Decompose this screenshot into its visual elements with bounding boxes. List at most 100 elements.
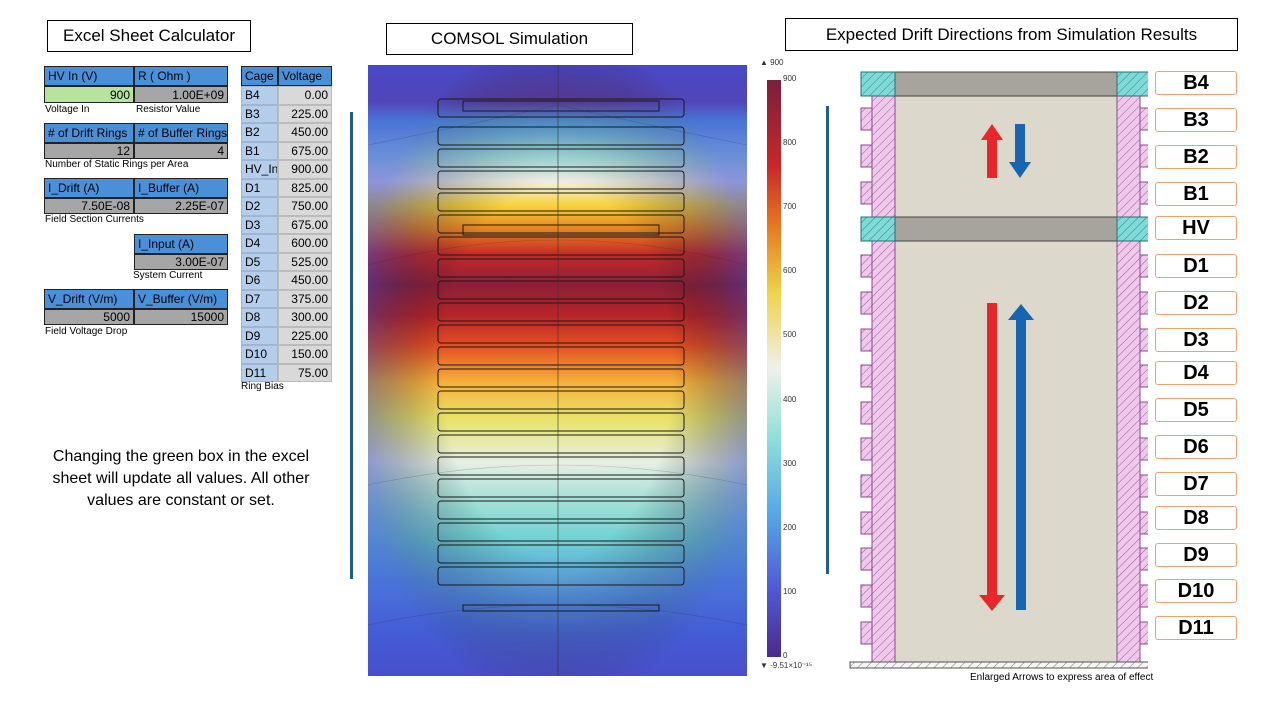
ring-label: D5 bbox=[1155, 398, 1237, 422]
cage-row-label: D10 bbox=[241, 345, 278, 364]
r-header: R ( Ohm ) bbox=[134, 66, 228, 86]
ring-label: B4 bbox=[1155, 71, 1237, 95]
drift-diagram bbox=[849, 71, 1148, 669]
i-buffer-header: I_Buffer (A) bbox=[134, 178, 228, 198]
buffer-rings-header: # of Buffer Rings bbox=[134, 123, 228, 143]
currents-caption: Field Section Currents bbox=[45, 214, 144, 225]
ring-label: B1 bbox=[1155, 182, 1237, 206]
cage-row-label: D3 bbox=[241, 215, 278, 234]
drift-arrow-down bbox=[979, 303, 1005, 611]
drift-caption: Enlarged Arrows to express area of effec… bbox=[970, 672, 1154, 683]
hv-in-input[interactable]: 900 bbox=[44, 86, 134, 103]
cage-row-voltage: 450.00 bbox=[278, 271, 332, 290]
cage-row-voltage: 450.00 bbox=[278, 123, 332, 142]
divider-left bbox=[350, 112, 353, 579]
i-buffer-value: 2.25E-07 bbox=[134, 198, 228, 214]
ring-bias-caption: Ring Bias bbox=[241, 381, 284, 392]
i-input-value: 3.00E-07 bbox=[134, 254, 228, 270]
voltage-in-caption: Voltage In bbox=[45, 104, 90, 115]
colorbar-tick-label: 200 bbox=[783, 522, 797, 532]
calculator-title: Excel Sheet Calculator bbox=[47, 20, 251, 52]
cage-row-label: D5 bbox=[241, 252, 278, 271]
cage-row-label: D8 bbox=[241, 308, 278, 327]
cage-row-label: D4 bbox=[241, 234, 278, 253]
colorbar-tick-label: 500 bbox=[783, 330, 797, 340]
drop-caption: Field Voltage Drop bbox=[45, 326, 128, 337]
drift-rings-value: 12 bbox=[44, 143, 134, 159]
cage-row-voltage: 825.00 bbox=[278, 178, 332, 197]
ring-label: D2 bbox=[1155, 291, 1237, 315]
buffer-rings-value: 4 bbox=[134, 143, 228, 159]
colorbar-tick-label: 800 bbox=[783, 138, 797, 148]
colorbar-min-label: ▼ -9.51×10⁻¹⁵ bbox=[760, 661, 813, 670]
instruction-note: Changing the green box in the excel shee… bbox=[52, 448, 310, 509]
cage-row-label: D11 bbox=[241, 363, 278, 382]
i-drift-value: 7.50E-08 bbox=[44, 198, 134, 214]
system-caption: System Current bbox=[133, 270, 203, 281]
cage-row-voltage: 0.00 bbox=[278, 86, 332, 105]
v-drift-header: V_Drift (V/m) bbox=[44, 289, 134, 309]
divider-right bbox=[826, 106, 829, 574]
ring-label: B2 bbox=[1155, 145, 1237, 169]
cage-row-voltage: 675.00 bbox=[278, 141, 332, 160]
cage-row-label: B4 bbox=[241, 86, 278, 105]
cage-row-label: B2 bbox=[241, 123, 278, 142]
cage-row-label: HV_In bbox=[241, 160, 278, 179]
simulation-title: COMSOL Simulation bbox=[386, 23, 633, 55]
buffer-arrow-up bbox=[981, 124, 1003, 178]
resistor-caption: Resistor Value bbox=[136, 104, 201, 115]
buffer-arrow-down bbox=[1009, 124, 1031, 178]
ring-label: D11 bbox=[1155, 616, 1237, 640]
colorbar-tick-label: 600 bbox=[783, 266, 797, 276]
v-drift-value: 5000 bbox=[44, 309, 134, 325]
drift-arrow-up bbox=[1008, 304, 1034, 610]
cage-row-voltage: 900.00 bbox=[278, 160, 332, 179]
colorbar-max-label: ▲ 900 bbox=[760, 58, 784, 67]
voltage-header: Voltage bbox=[278, 66, 332, 86]
hv-in-header: HV In (V) bbox=[44, 66, 134, 86]
cage-row-label: D1 bbox=[241, 178, 278, 197]
drift-rings-header: # of Drift Rings bbox=[44, 123, 134, 143]
colorbar bbox=[767, 80, 781, 657]
v-buffer-value: 15000 bbox=[134, 309, 228, 325]
ring-label: D3 bbox=[1155, 328, 1237, 352]
cage-row-voltage: 750.00 bbox=[278, 197, 332, 216]
colorbar-tick-label: 100 bbox=[783, 586, 797, 596]
cage-row-label: B3 bbox=[241, 104, 278, 123]
cage-row-label: D7 bbox=[241, 289, 278, 308]
cage-row-label: D9 bbox=[241, 326, 278, 345]
cage-header: Cage bbox=[241, 66, 278, 86]
i-input-header: I_Input (A) bbox=[134, 234, 228, 254]
comsol-simulation-image bbox=[368, 65, 747, 676]
cage-row-voltage: 150.00 bbox=[278, 345, 332, 364]
ring-label: D6 bbox=[1155, 435, 1237, 459]
cage-row-voltage: 600.00 bbox=[278, 234, 332, 253]
i-drift-header: I_Drift (A) bbox=[44, 178, 134, 198]
ring-label: B3 bbox=[1155, 108, 1237, 132]
colorbar-tick-label: 900 bbox=[783, 74, 797, 83]
colorbar-tick-label: 300 bbox=[783, 458, 797, 468]
cage-row-label: D6 bbox=[241, 271, 278, 290]
cage-row-voltage: 525.00 bbox=[278, 252, 332, 271]
colorbar-tick-label: 0 bbox=[783, 651, 788, 660]
colorbar-tick-label: 400 bbox=[783, 394, 797, 404]
ring-label: D4 bbox=[1155, 361, 1237, 385]
v-buffer-header: V_Buffer (V/m) bbox=[134, 289, 228, 309]
cage-row-voltage: 75.00 bbox=[278, 363, 332, 382]
cage-row-label: B1 bbox=[241, 141, 278, 160]
cage-row-voltage: 675.00 bbox=[278, 215, 332, 234]
cage-row-voltage: 375.00 bbox=[278, 289, 332, 308]
ring-label: D8 bbox=[1155, 506, 1237, 530]
cage-row-voltage: 225.00 bbox=[278, 326, 332, 345]
ring-label: D10 bbox=[1155, 579, 1237, 603]
ring-label: D1 bbox=[1155, 254, 1237, 278]
drift-title: Expected Drift Directions from Simulatio… bbox=[785, 18, 1238, 51]
r-value: 1.00E+09 bbox=[134, 86, 228, 103]
cage-row-voltage: 225.00 bbox=[278, 104, 332, 123]
cage-row-voltage: 300.00 bbox=[278, 308, 332, 327]
cage-row-label: D2 bbox=[241, 197, 278, 216]
colorbar-tick-label: 700 bbox=[783, 202, 797, 212]
ring-label: HV bbox=[1155, 216, 1237, 240]
ring-label: D7 bbox=[1155, 472, 1237, 496]
rings-caption: Number of Static Rings per Area bbox=[45, 159, 189, 170]
